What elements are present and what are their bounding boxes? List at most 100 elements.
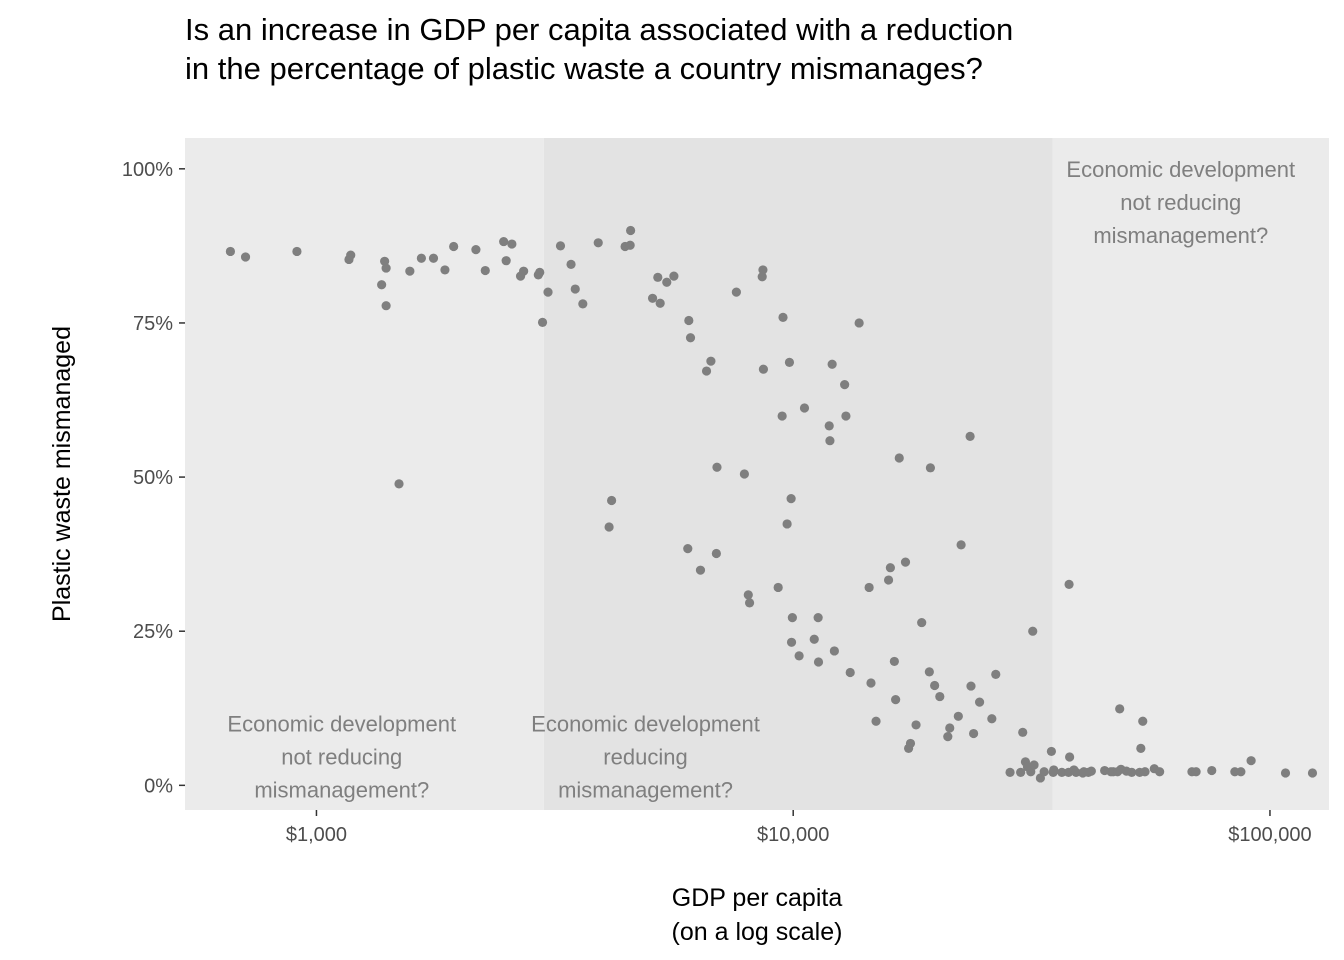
data-point-12 (416, 253, 426, 263)
data-point-70 (824, 421, 834, 431)
data-point-118 (1057, 767, 1067, 777)
region-1 (185, 138, 544, 810)
data-point-103 (987, 714, 997, 724)
data-point-56 (758, 364, 769, 374)
data-point-53 (744, 598, 755, 608)
data-point-82 (885, 563, 895, 573)
data-point-86 (900, 557, 911, 567)
data-point-102 (974, 697, 985, 707)
data-point-79 (866, 678, 876, 688)
data-point-107 (1018, 727, 1028, 737)
data-point-9 (381, 301, 391, 311)
annotations-layer: Economic development not reducing mismanag… (227, 157, 1295, 803)
data-point-100 (966, 681, 976, 691)
data-point-6 (377, 280, 387, 290)
data-point-99 (965, 431, 975, 441)
data-point-60 (782, 519, 792, 529)
region-2-annotation-line-1: Economic development (531, 712, 760, 737)
data-point-27 (555, 241, 566, 251)
data-point-35 (625, 240, 635, 250)
data-point-95 (943, 732, 953, 742)
data-point-123 (1071, 767, 1081, 777)
data-point-81 (883, 575, 894, 585)
data-point-121 (1065, 752, 1075, 762)
data-point-101 (969, 728, 979, 739)
data-point-111 (1028, 626, 1038, 636)
data-point-43 (684, 315, 694, 326)
region-3-annotation-line-3: mismanagement? (1093, 223, 1268, 248)
data-point-62 (786, 494, 796, 504)
x-axis-title-line-2: (on a log scale) (672, 918, 843, 946)
data-point-61 (784, 357, 795, 368)
data-point-3 (292, 246, 302, 257)
data-point-65 (794, 651, 804, 661)
region-2 (543, 138, 1053, 810)
data-point-16 (471, 244, 481, 255)
data-point-80 (871, 716, 881, 726)
data-point-71 (825, 436, 835, 446)
data-point-38 (653, 272, 663, 282)
data-point-1 (225, 246, 236, 257)
data-point-93 (930, 680, 940, 691)
data-point-22 (519, 266, 529, 276)
data-point-98 (956, 540, 966, 550)
data-point-132 (1115, 704, 1125, 714)
data-point-28 (566, 259, 576, 269)
data-point-39 (655, 298, 665, 308)
data-point-33 (607, 495, 617, 506)
data-point-19 (501, 256, 511, 266)
x-axis-title-line-1: GDP per capita (672, 884, 843, 912)
data-point-84 (891, 695, 901, 705)
regions-layer (185, 138, 1329, 810)
data-point-115 (1046, 746, 1057, 757)
region-1-annotation-line-1: Economic development (227, 712, 456, 737)
y-axis-title: Plastic waste mismanaged (48, 326, 76, 622)
data-point-8 (381, 263, 391, 273)
data-point-144 (1207, 765, 1217, 776)
region-3-annotation-line-2: not reducing (1120, 190, 1241, 215)
data-point-139 (1140, 767, 1150, 777)
data-point-49 (712, 462, 722, 472)
chart-title: Is an increase in GDP per capita associa… (185, 12, 1013, 86)
data-point-117 (1049, 765, 1059, 775)
y-axis: 0% 25% 50% 75% 100% (122, 159, 185, 797)
data-point-64 (787, 613, 797, 623)
data-point-138 (1138, 716, 1148, 726)
data-point-42 (683, 543, 693, 554)
data-point-46 (701, 366, 712, 376)
data-point-83 (889, 656, 899, 667)
data-point-32 (604, 522, 614, 532)
data-point-20 (507, 239, 517, 249)
data-point-104 (991, 669, 1001, 679)
data-point-135 (1127, 767, 1137, 777)
data-point-147 (1246, 756, 1256, 766)
data-point-77 (854, 318, 864, 328)
data-point-40 (662, 277, 672, 287)
data-point-143 (1191, 767, 1201, 777)
data-point-146 (1236, 767, 1246, 777)
data-point-15 (449, 241, 459, 252)
region-3-annotation-line-1: Economic development (1066, 157, 1295, 182)
data-point-58 (777, 411, 787, 421)
data-point-63 (786, 637, 797, 647)
data-point-69 (813, 657, 824, 667)
y-tick-label: 50% (133, 467, 173, 489)
data-point-66 (799, 403, 810, 413)
data-point-141 (1155, 767, 1165, 777)
data-point-90 (917, 617, 927, 628)
region-3 (1052, 138, 1329, 810)
data-point-31 (593, 238, 603, 248)
data-point-76 (845, 667, 855, 678)
data-point-5 (346, 250, 356, 260)
data-point-105 (1005, 767, 1015, 777)
data-point-74 (840, 380, 850, 390)
data-point-149 (1307, 768, 1318, 778)
data-point-29 (570, 284, 580, 294)
data-point-67 (809, 634, 819, 644)
data-point-75 (841, 411, 851, 421)
data-point-72 (827, 359, 837, 369)
data-point-89 (911, 720, 921, 730)
data-point-54 (757, 272, 767, 282)
y-tick-label: 75% (133, 313, 173, 335)
